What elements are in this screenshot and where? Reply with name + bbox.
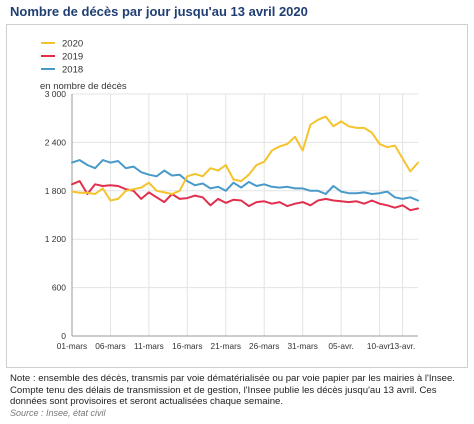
x-tick-label: 01-mars xyxy=(57,341,87,351)
x-tick-label: 05-avr. xyxy=(328,341,353,351)
y-tick-label: 2 400 xyxy=(45,137,67,147)
y-tick-label: 600 xyxy=(52,283,66,293)
y-tick-label: 1 200 xyxy=(45,234,67,244)
y-tick-label: 3 000 xyxy=(45,89,67,99)
legend: 2020 2019 2018 xyxy=(41,39,83,76)
x-tick-label: 06-mars xyxy=(95,341,125,351)
line-chart: 0 600 1 200 1 800 2 400 3 000 01-mars 06-mars 11… xyxy=(40,39,419,351)
chart-frame xyxy=(6,24,468,368)
axes: 0 600 1 200 1 800 2 400 3 000 01-mars 06-mars 11… xyxy=(45,89,418,351)
x-tick-label: 16-mars xyxy=(172,341,202,351)
legend-label-2020: 2020 xyxy=(62,39,83,50)
x-tick-label: 13-avr. xyxy=(390,341,415,351)
legend-label-2018: 2018 xyxy=(62,65,83,76)
x-tick-label: 21-mars xyxy=(211,341,241,351)
x-tick-label: 11-mars xyxy=(134,341,164,351)
y-tick-label: 0 xyxy=(61,331,66,341)
legend-label-2019: 2019 xyxy=(62,52,83,63)
chart-title: Nombre de décès par jour jusqu'au 13 avr… xyxy=(10,4,308,19)
y-tick-label: 1 800 xyxy=(45,186,67,196)
series-lines xyxy=(71,115,419,212)
series-line-2020 xyxy=(71,115,419,202)
y-axis-label: en nombre de décès xyxy=(40,81,127,92)
series-line-2018 xyxy=(71,159,419,202)
chart-note: Note : ensemble des décès, transmis par … xyxy=(10,373,455,408)
x-tick-label: 10-avr. xyxy=(367,341,392,351)
chart-source: Source : Insee, état civil xyxy=(10,408,106,418)
grid xyxy=(71,93,418,337)
x-tick-label: 26-mars xyxy=(249,341,279,351)
x-tick-label: 31-mars xyxy=(287,341,317,351)
